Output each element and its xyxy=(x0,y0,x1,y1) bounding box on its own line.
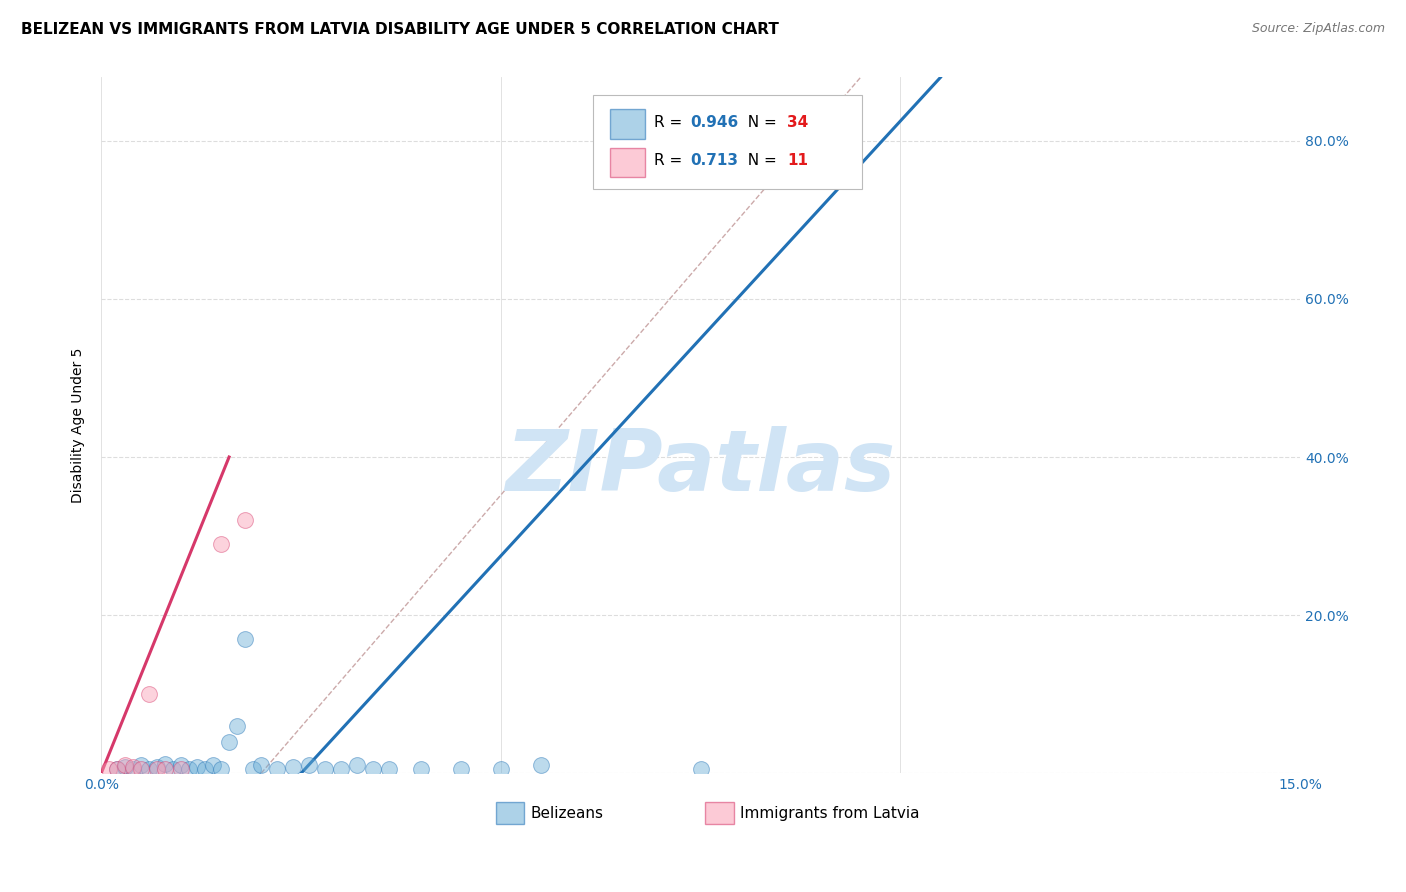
Text: 0.946: 0.946 xyxy=(690,115,738,130)
FancyBboxPatch shape xyxy=(610,148,645,177)
Point xyxy=(489,763,512,777)
Point xyxy=(209,763,232,777)
Point xyxy=(689,763,711,777)
Text: 34: 34 xyxy=(787,115,808,130)
Point xyxy=(105,763,128,777)
Point xyxy=(450,763,472,777)
Point xyxy=(314,763,336,777)
Text: 11: 11 xyxy=(787,153,808,169)
Point xyxy=(153,756,176,771)
Point xyxy=(202,758,225,772)
Point xyxy=(186,760,208,774)
Point xyxy=(233,513,256,527)
Point xyxy=(298,758,321,772)
Y-axis label: Disability Age Under 5: Disability Age Under 5 xyxy=(72,348,86,503)
Point xyxy=(242,763,264,777)
Point xyxy=(194,763,217,777)
Point xyxy=(409,763,432,777)
Text: BELIZEAN VS IMMIGRANTS FROM LATVIA DISABILITY AGE UNDER 5 CORRELATION CHART: BELIZEAN VS IMMIGRANTS FROM LATVIA DISAB… xyxy=(21,22,779,37)
Point xyxy=(138,763,160,777)
Point xyxy=(105,763,128,777)
Point xyxy=(129,758,152,772)
Text: ZIPatlas: ZIPatlas xyxy=(506,425,896,508)
Point xyxy=(146,760,169,774)
Point xyxy=(378,763,401,777)
Point xyxy=(330,763,353,777)
Point xyxy=(122,763,145,777)
Point xyxy=(209,537,232,551)
Point xyxy=(153,763,176,777)
Point xyxy=(530,758,553,772)
Point xyxy=(266,763,288,777)
Point xyxy=(170,758,193,772)
Text: N =: N = xyxy=(738,153,782,169)
FancyBboxPatch shape xyxy=(706,802,734,824)
FancyBboxPatch shape xyxy=(496,802,524,824)
Point xyxy=(218,735,240,749)
Text: Belizeans: Belizeans xyxy=(530,805,603,821)
Text: R =: R = xyxy=(654,115,688,130)
Point xyxy=(226,719,249,733)
Point xyxy=(730,173,752,187)
Point xyxy=(98,763,121,777)
Text: R =: R = xyxy=(654,153,688,169)
Point xyxy=(361,763,384,777)
Text: N =: N = xyxy=(738,115,782,130)
FancyBboxPatch shape xyxy=(593,95,862,189)
Point xyxy=(250,758,273,772)
Point xyxy=(346,758,368,772)
Point xyxy=(138,687,160,701)
FancyBboxPatch shape xyxy=(610,110,645,138)
Point xyxy=(769,169,792,184)
Point xyxy=(146,763,169,777)
Point xyxy=(233,632,256,646)
Point xyxy=(281,760,304,774)
Text: Immigrants from Latvia: Immigrants from Latvia xyxy=(740,805,920,821)
Point xyxy=(122,760,145,774)
Text: 0.713: 0.713 xyxy=(690,153,738,169)
Text: Source: ZipAtlas.com: Source: ZipAtlas.com xyxy=(1251,22,1385,36)
Point xyxy=(179,763,201,777)
Point xyxy=(114,758,136,772)
Point xyxy=(114,760,136,774)
Point xyxy=(129,763,152,777)
Point xyxy=(162,763,184,777)
Point xyxy=(170,763,193,777)
